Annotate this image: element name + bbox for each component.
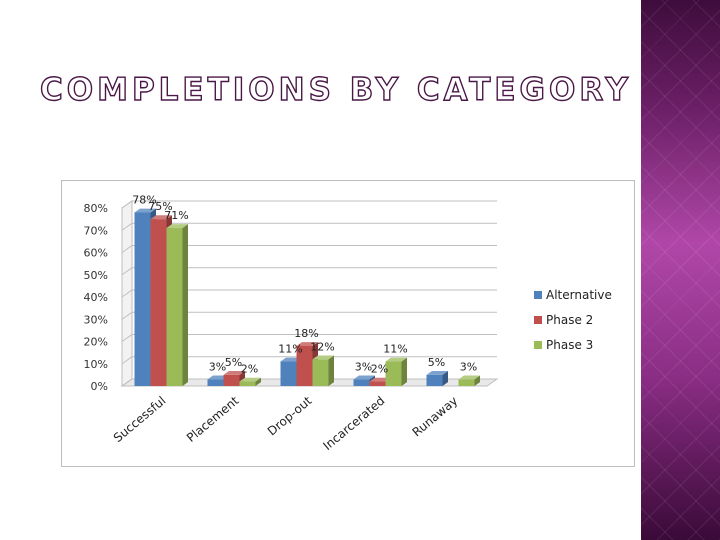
gridline: [121, 245, 497, 253]
legend-label: Alternative: [546, 288, 612, 302]
gridline: [121, 267, 497, 276]
bar-top: [150, 215, 172, 220]
bar: [353, 379, 370, 386]
bar-side: [328, 355, 334, 386]
y-tick-label: 60%: [84, 247, 108, 260]
bar: [207, 379, 224, 386]
legend-swatch: [534, 341, 542, 349]
data-label: 78%: [132, 193, 156, 206]
bar: [150, 219, 167, 386]
data-label: 75%: [148, 200, 172, 213]
data-label: 2%: [371, 363, 388, 376]
legend-label: Phase 3: [546, 338, 593, 352]
y-tick-label: 30%: [84, 313, 108, 326]
data-label: 5%: [428, 356, 445, 369]
bar-side: [474, 375, 480, 386]
bar-top: [385, 357, 407, 362]
data-label: 71%: [164, 209, 188, 222]
data-label: 3%: [355, 360, 372, 373]
y-tick-label: 0%: [91, 380, 108, 393]
gridline: [121, 334, 497, 342]
x-category-label: Incarcerated: [320, 394, 387, 453]
data-label: 3%: [460, 360, 477, 373]
y-tick-label: 70%: [84, 224, 108, 237]
bar-side: [255, 377, 261, 386]
x-category-label: Successful: [111, 394, 169, 446]
y-tick-label: 10%: [84, 358, 108, 371]
bar-top: [353, 375, 375, 380]
slide-title: COMPLETIONS BY CATEGORY: [39, 71, 632, 108]
bar-top: [296, 342, 318, 346]
data-label: 11%: [278, 343, 302, 356]
decorative-sidebar: [641, 0, 720, 540]
x-category-label: Placement: [184, 393, 242, 445]
data-label: 3%: [209, 360, 226, 373]
data-label: 11%: [383, 343, 407, 356]
bar: [458, 379, 475, 386]
gridline: [121, 222, 497, 231]
legend-swatch: [534, 291, 542, 299]
x-category-label: Runaway: [410, 394, 461, 440]
legend-label: Phase 2: [546, 313, 593, 327]
bar-top: [426, 371, 448, 375]
bar: [166, 228, 183, 386]
legend-swatch: [534, 316, 542, 324]
bar-top: [312, 355, 334, 360]
x-category-label: Drop-out: [265, 393, 315, 438]
bar-side: [442, 371, 448, 386]
bar-top: [239, 377, 261, 382]
bar: [280, 361, 297, 386]
bar: [134, 212, 151, 386]
bar-top: [134, 208, 156, 213]
bar: [223, 374, 240, 386]
bar-chart: 0% 10% 20% 30% 40% 50% 60% 70% 80% 78% 75% 71% Succe…: [61, 180, 635, 467]
data-label: 12%: [310, 340, 334, 353]
bar-top: [166, 224, 188, 229]
gridline: [121, 356, 497, 365]
y-tick-label: 40%: [84, 291, 108, 304]
bar: [312, 359, 329, 386]
bar-side: [182, 224, 188, 386]
chart-svg: 0% 10% 20% 30% 40% 50% 60% 70% 80% 78%75%71% Succe…: [84, 193, 612, 453]
y-tick-label: 20%: [84, 336, 108, 349]
data-label: 18%: [294, 327, 318, 340]
bar: [239, 381, 256, 386]
gridline: [121, 200, 497, 209]
bar: [296, 345, 313, 386]
gridline: [121, 289, 497, 298]
bar: [369, 381, 386, 386]
bar: [426, 374, 443, 386]
bar-top: [458, 375, 480, 380]
data-label: 2%: [241, 363, 258, 376]
bar: [385, 361, 402, 386]
bar-side: [401, 357, 407, 386]
bar-top: [223, 371, 245, 375]
data-label: 5%: [225, 356, 242, 369]
y-tick-label: 50%: [84, 269, 108, 282]
y-tick-label: 80%: [84, 202, 108, 215]
gridline: [121, 311, 497, 320]
